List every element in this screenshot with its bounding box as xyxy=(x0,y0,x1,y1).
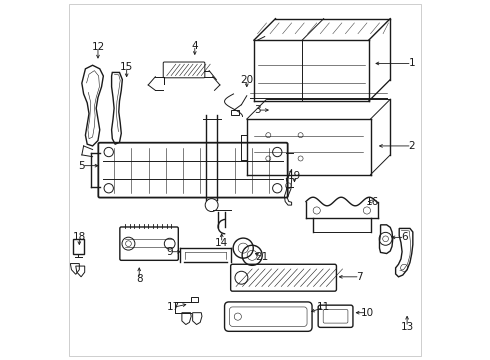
Text: 21: 21 xyxy=(256,252,269,262)
Text: 4: 4 xyxy=(192,41,198,50)
Text: 8: 8 xyxy=(136,274,143,284)
Text: 13: 13 xyxy=(400,322,414,332)
Text: 7: 7 xyxy=(356,272,363,282)
Text: 3: 3 xyxy=(254,105,261,115)
Text: 17: 17 xyxy=(167,302,180,312)
Text: 20: 20 xyxy=(240,75,253,85)
Text: 11: 11 xyxy=(317,302,331,312)
Text: 15: 15 xyxy=(120,62,133,72)
Text: 5: 5 xyxy=(78,161,85,171)
Text: 9: 9 xyxy=(167,247,173,257)
Text: 1: 1 xyxy=(409,58,415,68)
Bar xyxy=(73,239,84,253)
Text: 19: 19 xyxy=(288,171,301,181)
Text: 2: 2 xyxy=(409,141,415,151)
Bar xyxy=(191,297,197,302)
Text: 18: 18 xyxy=(73,232,86,242)
Text: 12: 12 xyxy=(91,42,104,52)
Text: 10: 10 xyxy=(360,308,373,318)
Bar xyxy=(231,110,239,116)
Text: 6: 6 xyxy=(401,232,408,242)
Text: 16: 16 xyxy=(366,197,379,207)
Text: 14: 14 xyxy=(215,238,228,248)
